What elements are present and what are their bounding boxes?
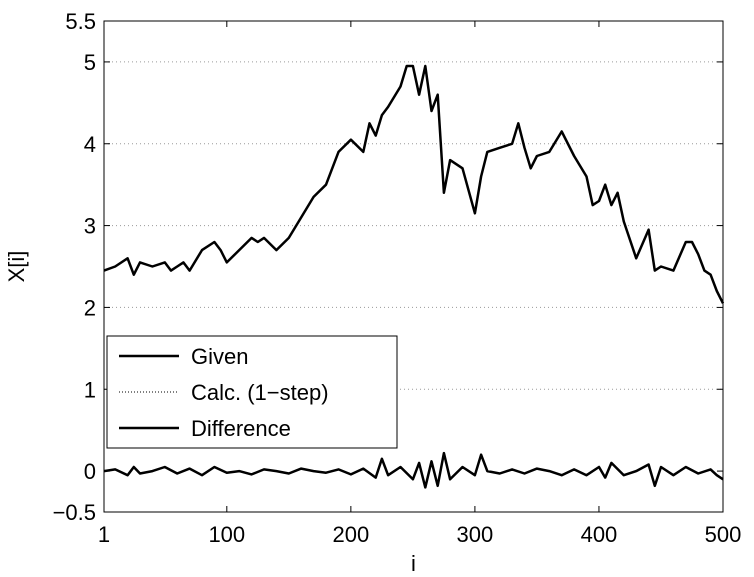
x-tick-label: 100 (208, 522, 245, 547)
legend-label-difference: Difference (191, 416, 291, 441)
y-tick-label: 4 (84, 132, 96, 157)
y-tick-label: 5.5 (65, 9, 96, 34)
y-tick-label: 3 (84, 214, 96, 239)
series-difference-line (103, 451, 724, 489)
x-tick-label: 200 (332, 522, 369, 547)
x-axis-label: i (411, 551, 416, 576)
y-tick-label: 5 (84, 50, 96, 75)
x-tick-label: 500 (705, 522, 742, 547)
legend-label-calc: Calc. (1−step) (191, 380, 329, 405)
y-tick-label: 2 (84, 295, 96, 320)
y-tick-label: 0 (84, 459, 96, 484)
series-given-line (103, 64, 725, 304)
plot-frame (103, 20, 724, 513)
x-tick-label: 300 (457, 522, 494, 547)
series-layer (103, 64, 725, 489)
series-calc-line (103, 65, 724, 304)
y-tick-label: 1 (84, 377, 96, 402)
ticks-layer: 1 100 200 300 400 500 −0.5 0 1 2 3 4 5 5.5 (53, 9, 742, 547)
y-tick-label: −0.5 (53, 500, 96, 525)
y-axis-label: X[i] (4, 251, 29, 283)
legend-label-given: Given (191, 344, 248, 369)
legend: Given Calc. (1−step) Difference (106, 335, 398, 449)
x-tick-label: 400 (581, 522, 618, 547)
x-tick-label: 1 (98, 522, 110, 547)
